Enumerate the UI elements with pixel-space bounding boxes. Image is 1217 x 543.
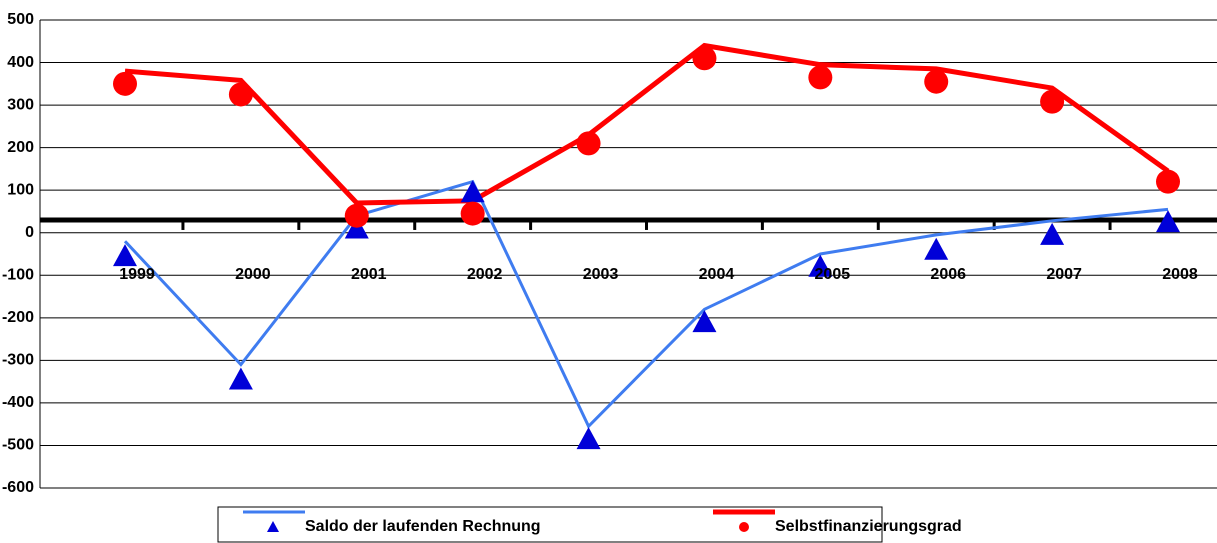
x-tick-label: 2002 bbox=[467, 266, 503, 283]
series-line bbox=[124, 42, 1170, 206]
legend-label: Selbstfinanzierungsgrad bbox=[775, 518, 962, 535]
y-tick-label: -200 bbox=[2, 309, 34, 326]
marker bbox=[808, 65, 833, 90]
y-tick-label: 0 bbox=[25, 224, 34, 241]
y-tick-label: 100 bbox=[7, 181, 34, 198]
x-tick-label: 2004 bbox=[699, 266, 735, 283]
y-tick-label: -300 bbox=[2, 352, 34, 369]
marker bbox=[576, 131, 601, 156]
marker bbox=[1156, 210, 1180, 233]
marker bbox=[924, 69, 949, 94]
x-tick-label: 1999 bbox=[119, 266, 155, 283]
legend-label: Saldo der laufenden Rechnung bbox=[305, 518, 541, 535]
y-tick-label: 200 bbox=[7, 139, 34, 156]
y-tick-label: -100 bbox=[2, 266, 34, 283]
x-tick-label: 2007 bbox=[1046, 266, 1082, 283]
y-tick-label: 400 bbox=[7, 54, 34, 71]
x-tick-label: 2008 bbox=[1162, 266, 1198, 283]
marker bbox=[113, 71, 137, 96]
marker bbox=[1040, 222, 1065, 245]
y-tick-label: -400 bbox=[2, 394, 34, 411]
marker bbox=[692, 46, 717, 71]
marker bbox=[808, 254, 833, 277]
y-tick-label: -500 bbox=[2, 437, 34, 454]
marker bbox=[228, 82, 253, 107]
legend-marker bbox=[267, 521, 279, 532]
y-tick-label: 500 bbox=[7, 11, 34, 28]
x-tick-label: 2006 bbox=[930, 266, 966, 283]
y-tick-label: 300 bbox=[7, 96, 34, 113]
x-tick-label: 2003 bbox=[583, 266, 619, 283]
marker bbox=[924, 237, 949, 260]
x-tick-label: 2001 bbox=[351, 266, 387, 283]
marker bbox=[113, 244, 137, 267]
y-tick-label: -600 bbox=[2, 479, 34, 496]
marker bbox=[344, 203, 369, 228]
x-tick-label: 2005 bbox=[815, 266, 851, 283]
marker bbox=[576, 427, 601, 450]
marker bbox=[1040, 89, 1065, 114]
marker bbox=[460, 201, 485, 226]
marker bbox=[228, 367, 253, 390]
marker bbox=[460, 180, 485, 203]
x-tick-label: 2000 bbox=[235, 266, 271, 283]
marker bbox=[692, 310, 717, 333]
marker bbox=[1156, 169, 1180, 194]
series-line bbox=[123, 179, 1169, 429]
legend-marker bbox=[739, 522, 749, 532]
